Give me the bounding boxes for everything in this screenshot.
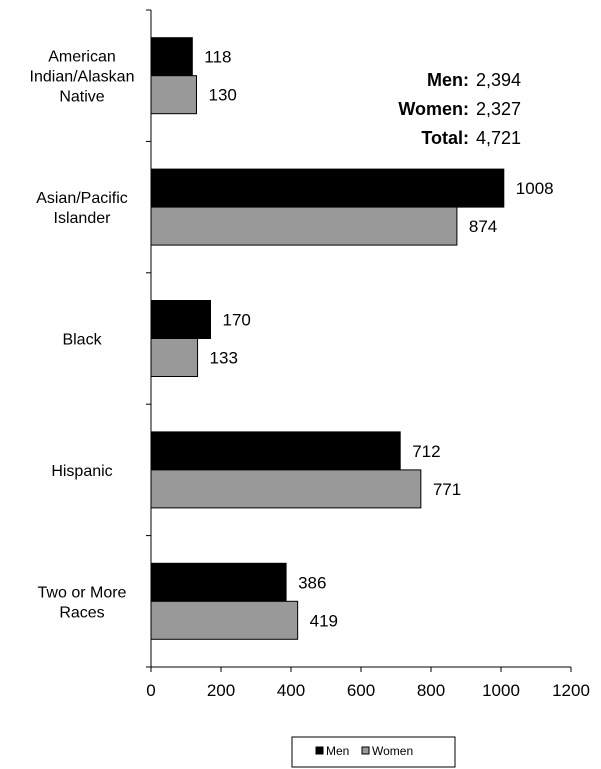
bar-women-0 xyxy=(150,75,197,115)
data-label-men-0: 118 xyxy=(204,48,231,67)
category-label-3: Hispanic xyxy=(51,463,112,480)
bar-women-4 xyxy=(150,600,299,640)
x-tick-labels-group: 0 200 400 600 800 1000 1200 xyxy=(146,681,590,700)
bar-men-3 xyxy=(150,431,401,471)
data-label-women-3: 771 xyxy=(433,480,461,499)
summary-label-1: Women: xyxy=(398,99,469,119)
bar-women-2 xyxy=(150,338,199,377)
axes-group xyxy=(146,9,572,672)
legend-label-men: Men xyxy=(326,744,349,758)
summary-value-0: 2,394 xyxy=(476,70,521,90)
summary-value-1: 2,327 xyxy=(476,99,521,119)
x-tick-label-6: 1200 xyxy=(552,681,590,700)
category-label-0: American Indian/Alaskan Native xyxy=(30,49,135,106)
legend-swatch-women xyxy=(361,746,370,755)
data-label-men-4: 386 xyxy=(298,573,326,592)
legend-swatch-men xyxy=(315,746,324,755)
summary-label-2: Total: xyxy=(421,128,469,148)
legend-label-women: Women xyxy=(372,744,413,758)
bars-group xyxy=(150,37,505,640)
x-tick-label-5: 1000 xyxy=(482,681,520,700)
data-label-women-2: 133 xyxy=(210,349,238,368)
bar-men-1 xyxy=(150,168,505,208)
x-tick-label-4: 800 xyxy=(417,681,445,700)
data-label-women-0: 130 xyxy=(209,86,237,105)
x-tick-label-3: 600 xyxy=(347,681,375,700)
data-label-men-2: 170 xyxy=(223,311,251,330)
category-label-4: Two or More Races xyxy=(38,584,127,621)
category-labels-group: American Indian/Alaskan Native Asian/Pacifi… xyxy=(30,49,135,622)
bar-women-1 xyxy=(150,206,458,246)
bar-women-3 xyxy=(150,469,422,509)
x-tick-label-1: 200 xyxy=(207,681,235,700)
data-label-men-1: 1008 xyxy=(516,179,554,198)
x-tick-label-0: 0 xyxy=(146,681,155,700)
x-tick-label-2: 400 xyxy=(277,681,305,700)
category-label-2: Black xyxy=(62,332,102,349)
summary-totals: Men: 2,394 Women: 2,327 Total: 4,721 xyxy=(398,70,521,148)
summary-label-0: Men: xyxy=(427,70,469,90)
legend: Men Women xyxy=(291,736,456,768)
data-labels-group: 118 130 1008 874 170 133 712 771 386 419 xyxy=(204,48,553,631)
data-label-men-3: 712 xyxy=(412,442,440,461)
bar-men-0 xyxy=(150,37,193,77)
bar-men-4 xyxy=(150,562,287,602)
data-label-women-1: 874 xyxy=(469,217,497,236)
data-label-women-4: 419 xyxy=(310,611,338,630)
summary-value-2: 4,721 xyxy=(476,128,521,148)
bar-men-2 xyxy=(150,300,211,339)
category-label-1: Asian/Pacific Islander xyxy=(36,190,128,227)
